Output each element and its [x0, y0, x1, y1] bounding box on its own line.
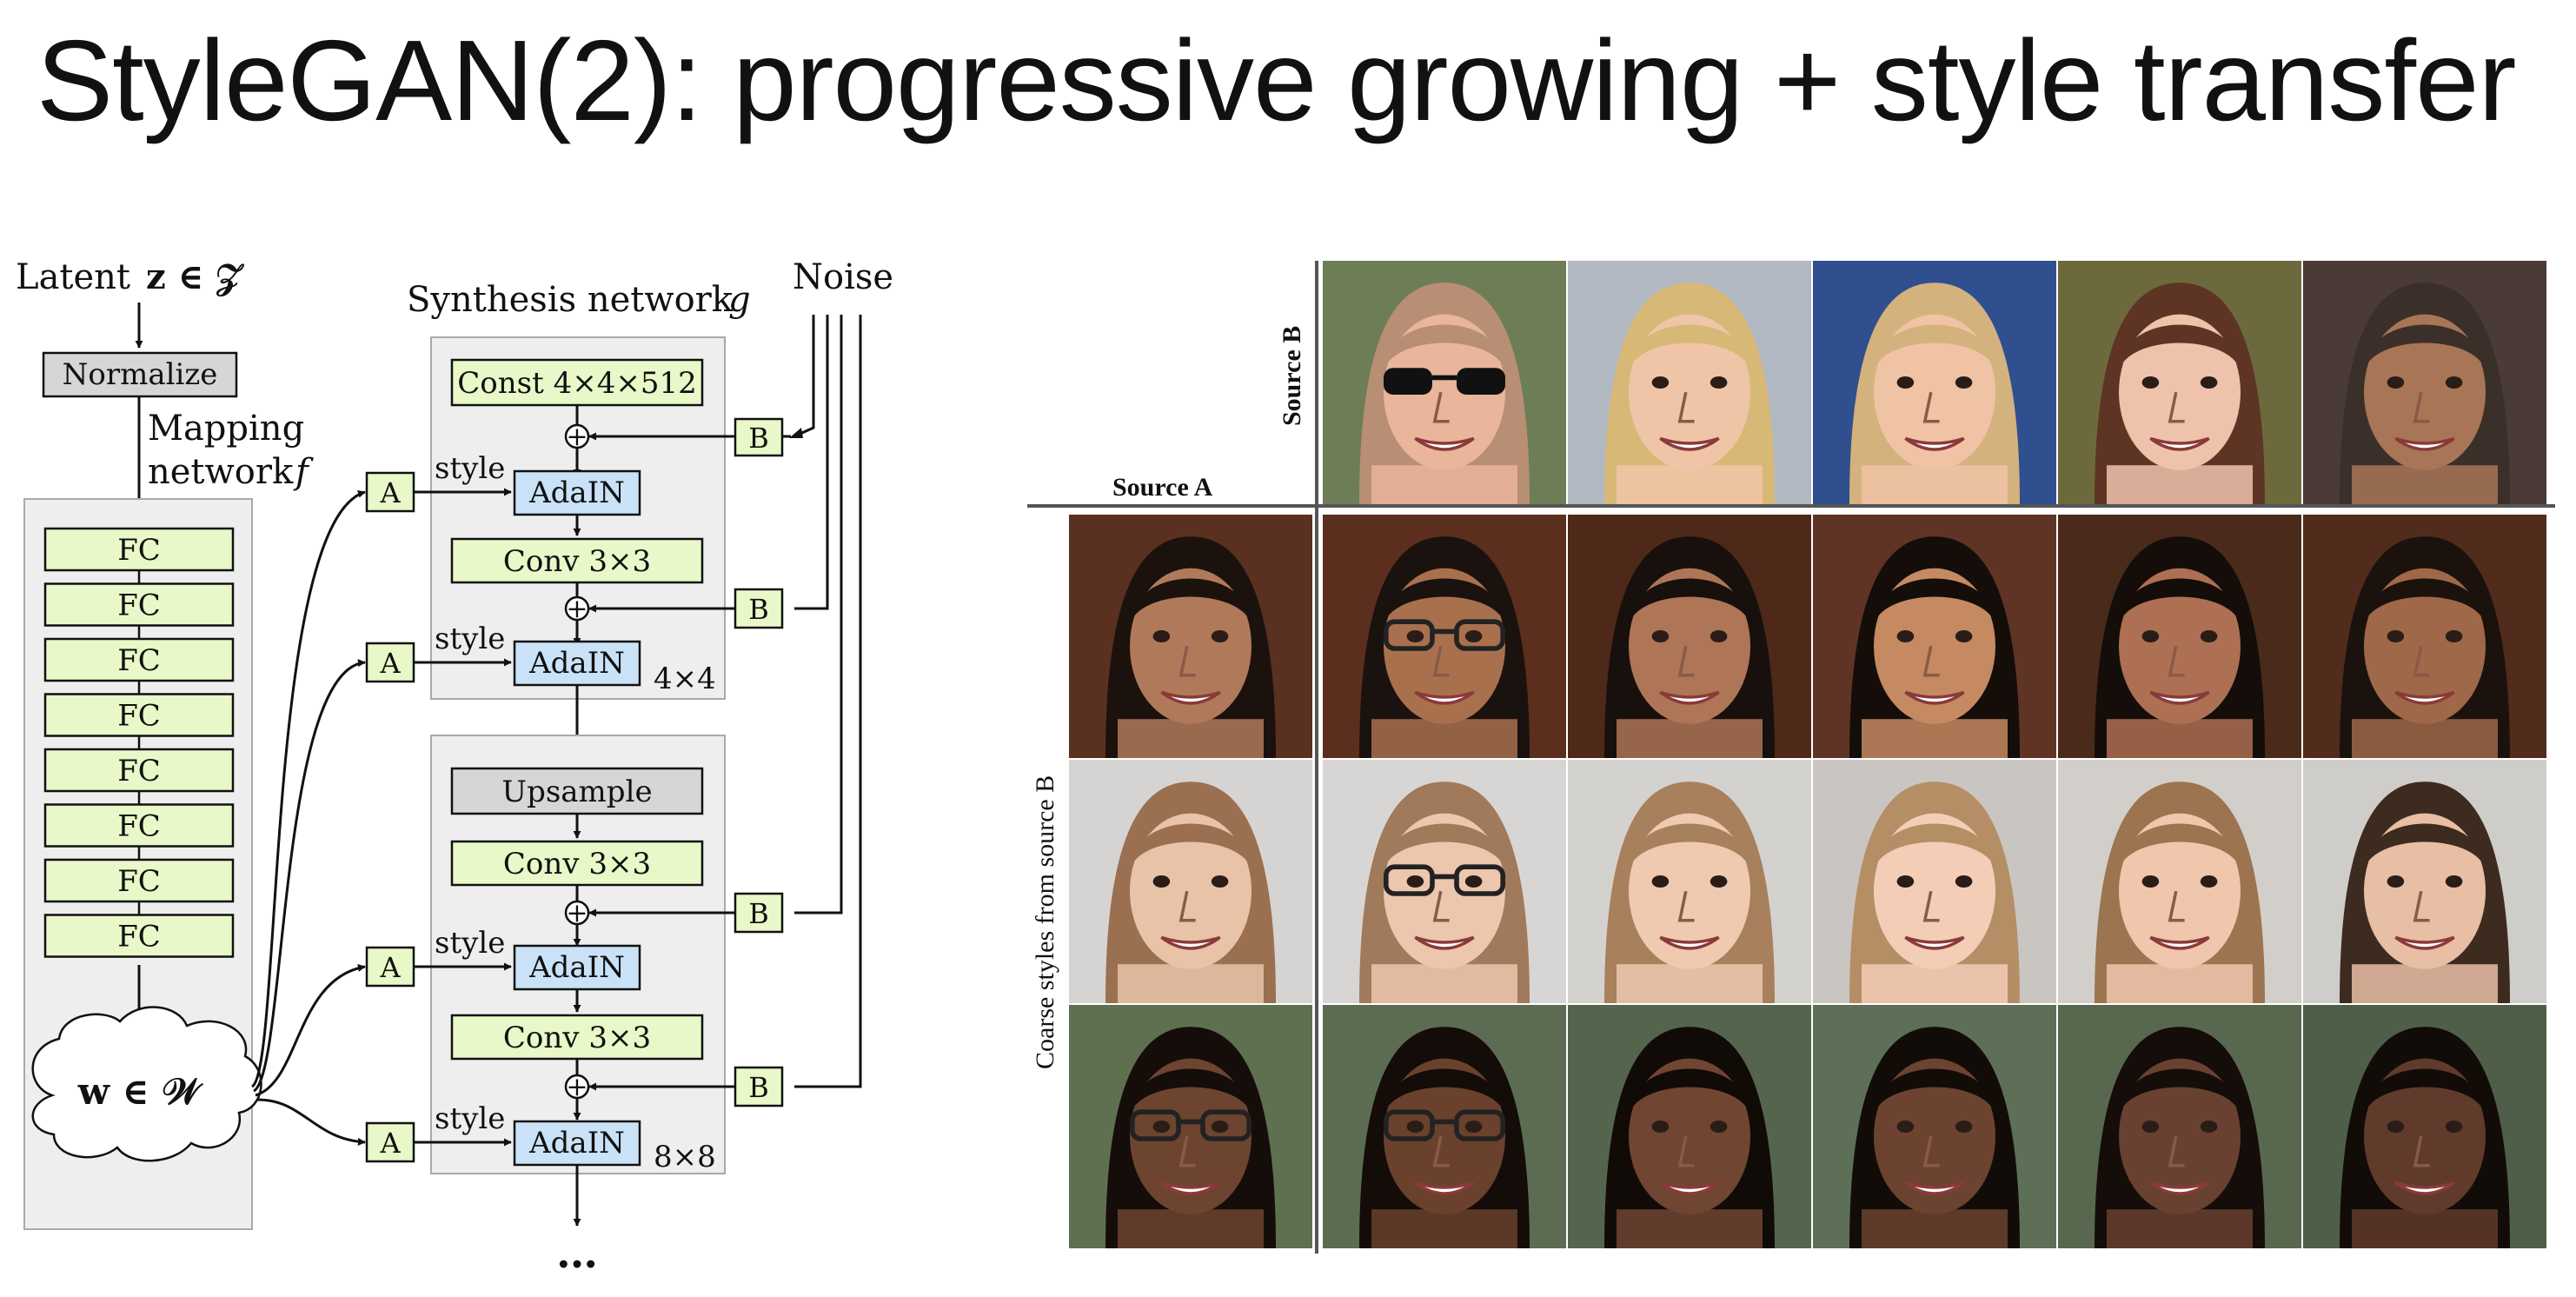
- coarse-styles-label: Coarse styles from source B: [1031, 775, 1059, 1069]
- b-block-1-label: B: [748, 422, 769, 455]
- source-a-face: [1069, 1005, 1312, 1248]
- source-b-face: [1568, 261, 1811, 504]
- fc-block: [43, 693, 235, 737]
- adain-label-2: AdaIN: [528, 646, 625, 681]
- stylegan-architecture-diagram: Latent z ∈ 𝒵 Normalize Mapping network f…: [16, 256, 893, 1278]
- noise-add-3-plus: +: [566, 898, 588, 928]
- mapping-function-symbol: f: [293, 452, 314, 492]
- slide-title: StyleGAN(2): progressive growing + style…: [37, 17, 2516, 144]
- mixed-face: [1813, 1005, 2056, 1248]
- fc-block: [43, 637, 235, 682]
- adain-label-3: AdaIN: [528, 950, 625, 985]
- a-block-4: [365, 1121, 415, 1163]
- adain-label-1: AdaIN: [528, 476, 625, 510]
- fc-block: [43, 914, 235, 958]
- mixed-face: [2058, 760, 2301, 1003]
- source-b-face: [1813, 261, 2056, 504]
- w-latent-cloud: [31, 1006, 262, 1162]
- upsample-label: Upsample: [501, 775, 652, 809]
- conv-block-2: [450, 840, 704, 887]
- source-a-face: [1069, 515, 1312, 758]
- fc-label: FC: [117, 533, 161, 568]
- style-label-1: style: [435, 451, 505, 486]
- mixed-face: [2058, 1005, 2301, 1248]
- source-b-face: [1323, 261, 1566, 504]
- fc-block: [43, 527, 235, 572]
- a-block-2: [365, 642, 415, 683]
- mixed-face: [2303, 1005, 2546, 1248]
- a-block-4-label: A: [379, 1127, 401, 1160]
- fc-block: [43, 803, 235, 848]
- fc-label: FC: [117, 589, 161, 623]
- b-block-2-label: B: [748, 593, 769, 626]
- mixed-face: [1323, 515, 1566, 758]
- adain-block-3: [513, 944, 641, 991]
- a-block-1: [365, 471, 415, 513]
- source-b-face: [2303, 261, 2546, 504]
- mixed-face: [2303, 515, 2546, 758]
- conv-label-3: Conv 3×3: [503, 1021, 651, 1055]
- style-mixing-face-grid: Source B Source A Coarse styles from sou…: [1017, 252, 2555, 1278]
- b-block-4: [734, 1066, 784, 1107]
- latent-label: Latent: [16, 257, 130, 297]
- noise-add-2-plus: +: [566, 594, 588, 624]
- source-b-label: Source B: [1278, 325, 1306, 426]
- grid-vertical-divider: [1315, 261, 1318, 1254]
- fc-block: [43, 748, 235, 793]
- noise-add-4-plus: +: [566, 1072, 588, 1102]
- fc-label: FC: [117, 699, 161, 734]
- mixed-face: [2303, 760, 2546, 1003]
- resolution-4x4: 4×4: [654, 662, 716, 696]
- fc-label: FC: [117, 643, 161, 678]
- synthesis-function-symbol: g: [728, 280, 751, 320]
- const-label: Const 4×4×512: [457, 366, 696, 401]
- adain-label-4: AdaIN: [528, 1126, 625, 1161]
- const-block: [450, 358, 704, 407]
- normalize-label: Normalize: [63, 357, 218, 392]
- fc-stack: FC FC FC FC FC FC FC FC: [43, 527, 235, 958]
- mixed-face: [1568, 515, 1811, 758]
- resolution-8x8: 8×8: [654, 1140, 716, 1174]
- fc-label: FC: [117, 809, 161, 844]
- fc-label: FC: [117, 754, 161, 788]
- noise-add-1-plus: +: [566, 422, 588, 452]
- mixed-face: [1323, 760, 1566, 1003]
- a-block-3-label: A: [379, 951, 401, 984]
- mixed-face: [1568, 1005, 1811, 1248]
- noise-label: Noise: [793, 257, 893, 297]
- upsample-block: [450, 767, 704, 815]
- a-block-1-label: A: [379, 476, 401, 509]
- source-b-face: [2058, 261, 2301, 504]
- continuation-ellipsis: …: [556, 1229, 598, 1278]
- b-block-3-label: B: [748, 897, 769, 930]
- b-block-1: [734, 417, 784, 457]
- mixed-face: [1813, 760, 2056, 1003]
- mixed-face: [1323, 1005, 1566, 1248]
- synthesis-network-label: Synthesis network: [407, 280, 734, 320]
- adain-block-2: [513, 640, 641, 687]
- latent-variable: z ∈ 𝒵: [146, 256, 244, 297]
- source-a-label: Source A: [1112, 473, 1213, 502]
- style-label-3: style: [435, 926, 505, 961]
- conv-label-1: Conv 3×3: [503, 544, 651, 579]
- a-block-2-label: A: [379, 647, 401, 680]
- w-latent-label: w ∈ 𝒲: [77, 1070, 203, 1113]
- grid-horizontal-divider: [1027, 504, 2555, 508]
- a-block-3: [365, 946, 415, 988]
- mixed-face: [2058, 515, 2301, 758]
- style-label-2: style: [435, 622, 505, 656]
- conv-block-1: [450, 537, 704, 584]
- source-a-face: [1069, 760, 1312, 1003]
- fc-label: FC: [117, 920, 161, 954]
- conv-label-2: Conv 3×3: [503, 847, 651, 881]
- fc-label: FC: [117, 864, 161, 899]
- b-block-4-label: B: [748, 1071, 769, 1104]
- style-label-4: style: [435, 1101, 505, 1136]
- mapping-network-label-line2: network: [148, 452, 294, 492]
- mixed-face: [1568, 760, 1811, 1003]
- mixed-face: [1813, 515, 2056, 758]
- conv-block-3: [450, 1014, 704, 1061]
- mapping-network-label-line1: Mapping: [148, 409, 304, 449]
